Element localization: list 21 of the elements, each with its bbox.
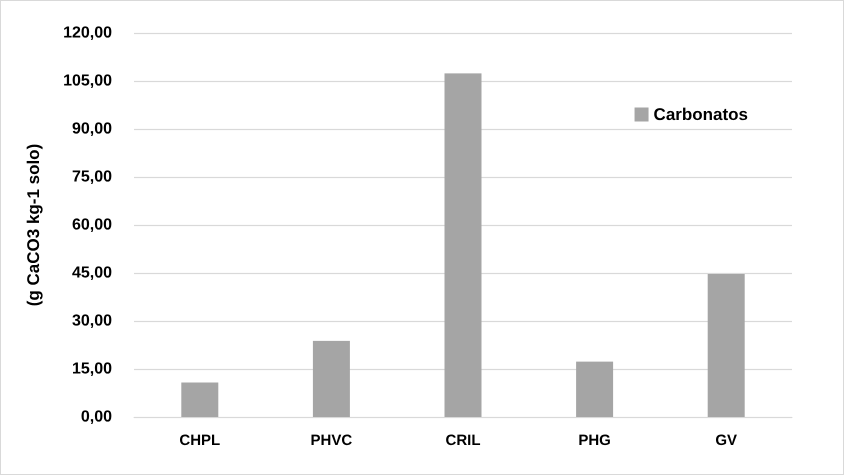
y-axis-title: (g CaCO3 kg-1 solo) [24,144,43,306]
y-tick-label: 105,00 [63,72,112,90]
bar [181,382,218,417]
y-tick-label: 75,00 [72,168,112,186]
y-tick-label: 45,00 [72,264,112,282]
y-tick-label: 30,00 [72,312,112,330]
bar [312,340,350,417]
y-tick-label: 90,00 [72,120,112,138]
bar [708,274,745,417]
x-tick-label: GV [715,432,738,449]
legend-label: Carbonatos [654,105,748,124]
y-tick-label: 120,00 [63,24,112,42]
y-tick-label: 15,00 [72,360,112,378]
bar [444,73,482,417]
x-tick-label: CRIL [446,432,480,449]
y-tick-label: 60,00 [72,216,112,234]
x-tick-label: CHPL [179,432,220,449]
x-tick-label: PHVC [310,432,352,449]
x-tick-label: PHG [578,432,611,449]
bar [576,362,614,417]
y-tick-label: 0,00 [80,408,112,426]
